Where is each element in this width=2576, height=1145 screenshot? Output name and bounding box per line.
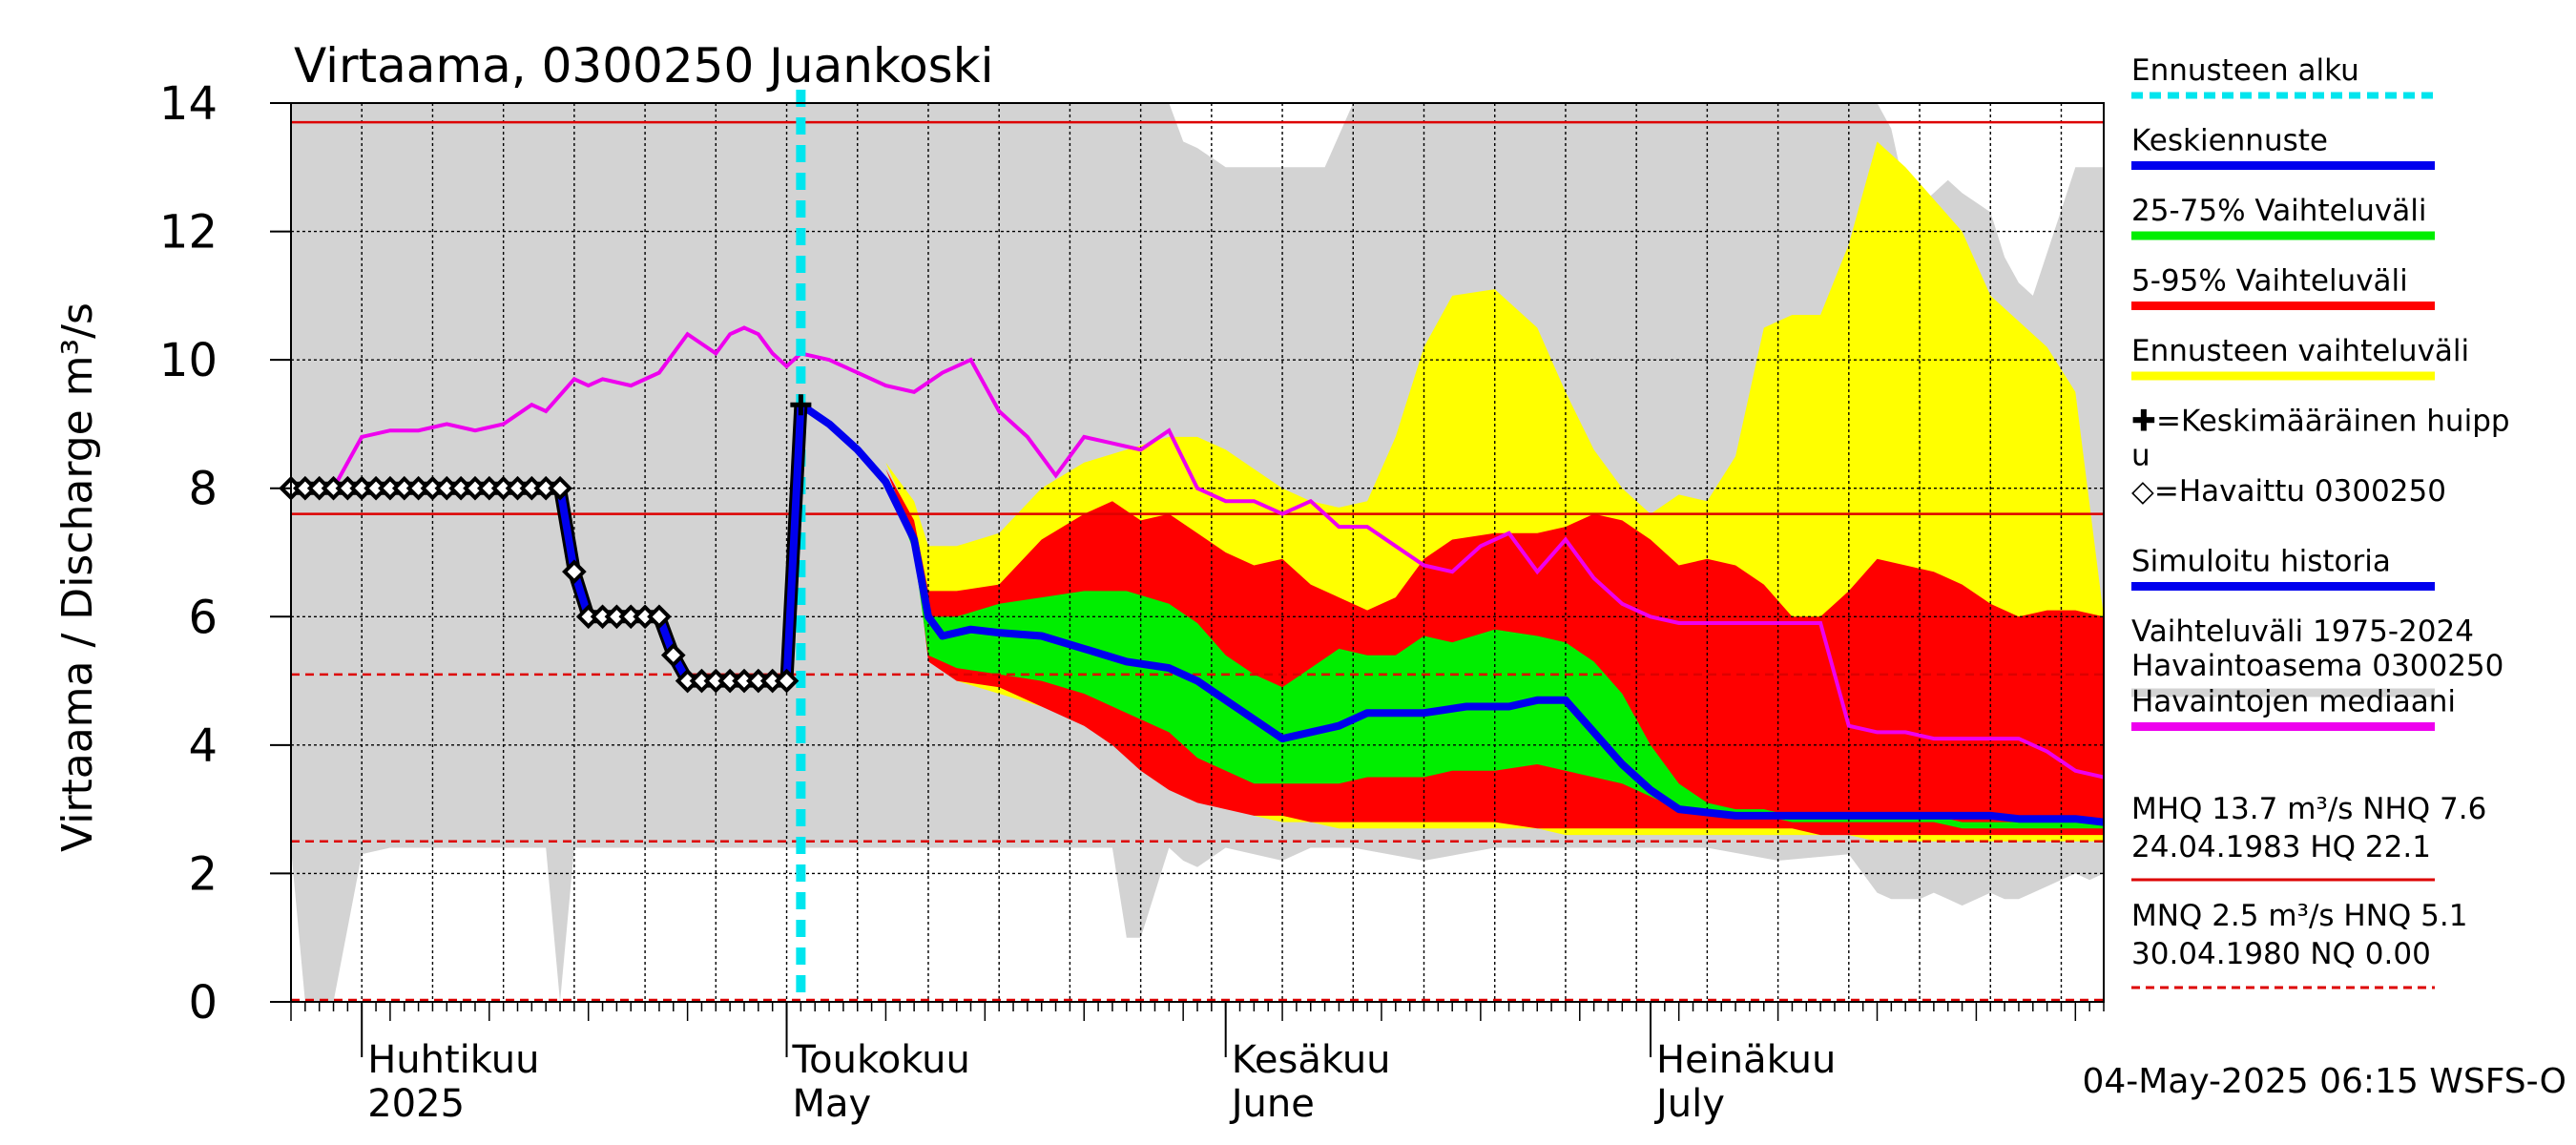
mean-forecast-line: [799, 401, 2104, 826]
p25-75-band: [800, 405, 2104, 829]
legend-label: ✚=Keskimääräinen huipp: [2131, 405, 2510, 439]
stats-low-line2: 30.04.1980 NQ 0.00: [2131, 937, 2431, 971]
month-label: Kesäkuu: [1232, 1038, 1391, 1082]
month-label: Huhtikuu: [367, 1038, 539, 1082]
y-tick-label: 6: [188, 591, 218, 644]
legend: Ennusteen alku Keskiennuste 25-75% Vaihtel…: [2131, 53, 2510, 989]
legend-label: Ennusteen alku: [2131, 53, 2359, 88]
plot-clipped: [291, 103, 2104, 1002]
stats-high-line2: 24.04.1983 HQ 22.1: [2131, 830, 2431, 864]
legend-label: Havaintojen mediaani: [2131, 685, 2456, 719]
month-sublabel: July: [1653, 1082, 1725, 1126]
legend-label: Vaihteluväli 1975-2024: [2131, 614, 2474, 649]
legend-label: ◇=Havaittu 0300250: [2131, 474, 2446, 509]
y-tick-label: 10: [159, 334, 218, 387]
stats-low-line1: MNQ 2.5 m³/s HNQ 5.1: [2131, 899, 2467, 933]
legend-label: Ennusteen vaihteluväli: [2131, 334, 2469, 368]
legend-label-line2: Havaintoasema 0300250: [2131, 649, 2503, 683]
month-sublabel: May: [793, 1082, 872, 1126]
y-tick-label: 8: [188, 463, 218, 516]
y-tick-label: 12: [159, 206, 218, 260]
legend-label: Keskiennuste: [2131, 124, 2328, 158]
legend-label: 5-95% Vaihteluväli: [2131, 264, 2408, 299]
month-label: Toukokuu: [792, 1038, 970, 1082]
y-axis-label: Virtaama / Discharge m³/s: [53, 302, 102, 852]
median-line: [291, 325, 2104, 780]
observed-point: [562, 559, 587, 585]
y-tick-label: 14: [159, 77, 218, 131]
p5-95-band: [800, 398, 2104, 836]
y-tick-label: 2: [188, 847, 218, 901]
timestamp: 04-May-2025 06:15 WSFS-O: [2082, 1062, 2566, 1101]
legend-label: Simuloitu historia: [2131, 545, 2391, 579]
observed-point: [548, 475, 572, 501]
stats-high-line1: MHQ 13.7 m³/s NHQ 7.6: [2131, 792, 2486, 826]
chart-title: Virtaama, 0300250 Juankoski: [294, 38, 994, 94]
month-sublabel: 2025: [367, 1082, 465, 1126]
legend-label: 25-75% Vaihteluväli: [2131, 194, 2427, 228]
observed-point: [647, 604, 672, 630]
y-tick-label: 4: [188, 719, 218, 773]
month-label: Heinäkuu: [1656, 1038, 1836, 1082]
observed-point: [660, 642, 686, 668]
observed-point: [774, 668, 800, 694]
y-tick-label: 0: [188, 976, 218, 1030]
month-sublabel: June: [1229, 1082, 1315, 1126]
legend-label-line2: u: [2131, 439, 2150, 473]
mean-peak-marker: [790, 394, 812, 416]
